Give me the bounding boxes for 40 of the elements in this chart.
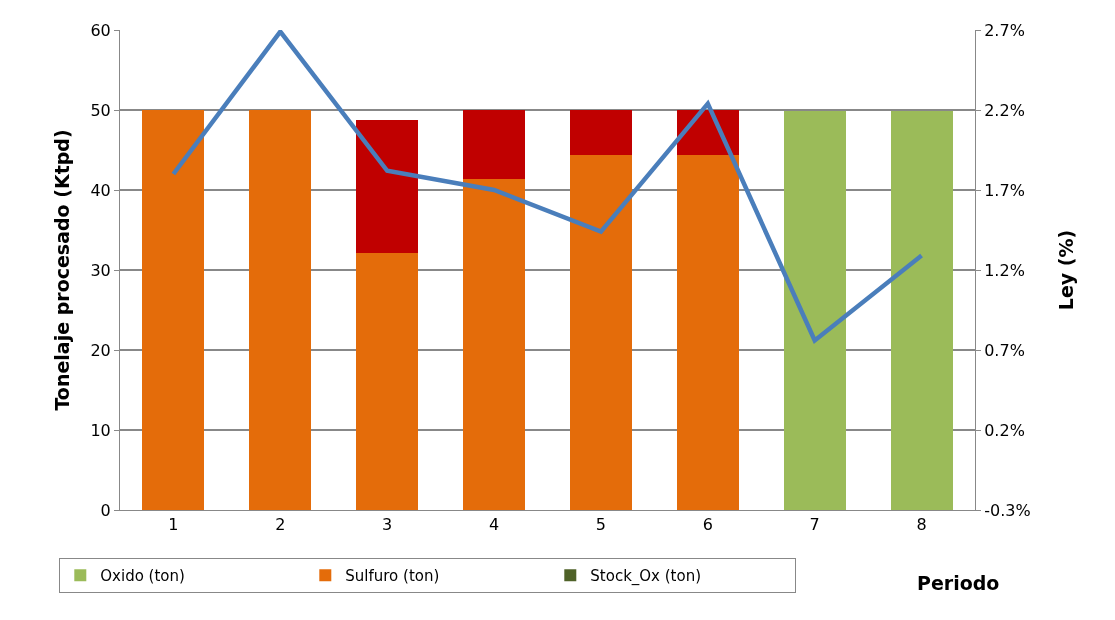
bar <box>569 154 632 510</box>
y-tick-label: 20 <box>90 340 111 360</box>
bar <box>142 110 205 510</box>
legend-label: Oxido (ton) <box>100 567 185 586</box>
y2-axis-title: Ley (%) <box>1055 229 1078 311</box>
y2-tick-label: 0.2% <box>984 420 1025 440</box>
y2-tick-label: 1.7% <box>984 180 1025 200</box>
bar <box>463 178 526 510</box>
bar <box>356 253 419 510</box>
legend-label: Stock_Ox (ton) <box>590 567 702 587</box>
x-tick-label: 7 <box>809 515 820 535</box>
bar <box>356 119 419 254</box>
x-tick-label: 4 <box>488 515 500 535</box>
bar <box>783 110 846 510</box>
y-tick-label: 10 <box>90 420 111 440</box>
bar <box>569 110 632 155</box>
y-axis-title: Tonelaje procesado (Ktpd) <box>51 129 74 411</box>
bar <box>249 110 312 510</box>
y-tick-label: 60 <box>90 20 111 40</box>
y-tick-label: 50 <box>90 100 111 120</box>
x-axis-title: Periodo <box>917 572 1000 594</box>
bar <box>676 154 739 510</box>
x-tick-label: 2 <box>275 515 286 535</box>
x-tick-label: 8 <box>916 515 927 535</box>
y2-tick-label: 2.7% <box>984 20 1025 40</box>
bar <box>463 110 526 179</box>
y2-tick-label: 2.2% <box>984 100 1025 120</box>
bar <box>890 110 953 510</box>
y2-tick-label: 1.2% <box>984 260 1025 280</box>
x-tick-label: 5 <box>595 515 607 535</box>
y-tick-label: 0 <box>100 500 111 520</box>
x-tick-label: 6 <box>702 515 713 535</box>
y2-tick-label: 0.7% <box>984 340 1025 360</box>
x-tick-label: 1 <box>168 515 179 535</box>
legend-label: Sulfuro (ton) <box>345 567 440 586</box>
line-series <box>171 30 924 343</box>
y2-tick-label: -0.3% <box>984 500 1031 520</box>
y-tick-label: 40 <box>90 180 111 200</box>
y-tick-label: 30 <box>90 260 111 280</box>
x-tick-label: 3 <box>382 515 393 535</box>
